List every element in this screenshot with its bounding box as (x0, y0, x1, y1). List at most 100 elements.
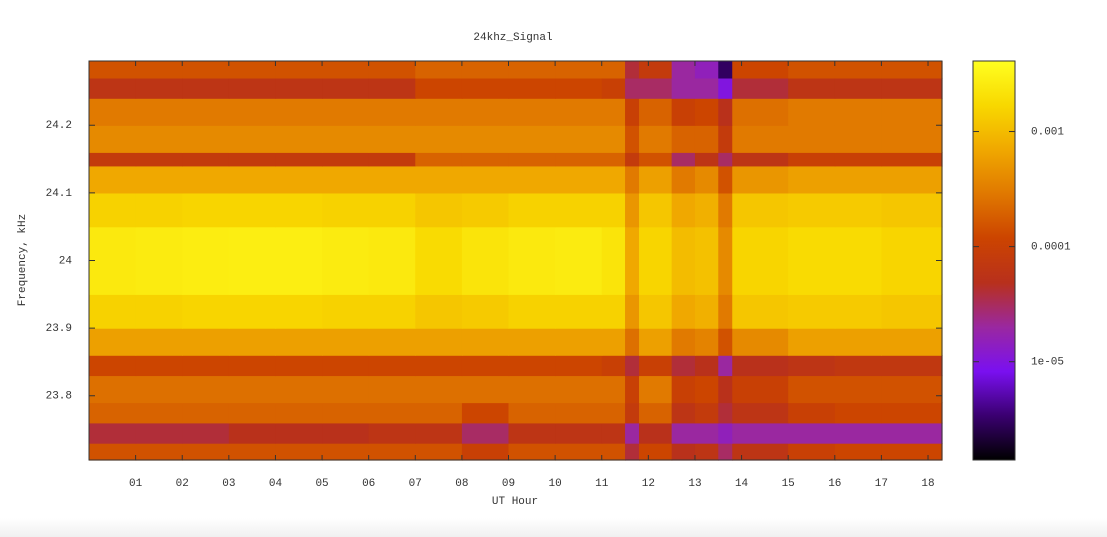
x-tick-label: 02 (176, 478, 189, 490)
heat-cell (275, 294, 323, 329)
x-tick-label: 17 (875, 478, 888, 490)
heat-cell (182, 422, 230, 444)
heat-cell (228, 77, 277, 99)
heat-cell (135, 98, 183, 126)
heat-cell (732, 152, 789, 167)
heat-cell (555, 422, 603, 444)
heat-cell (228, 294, 277, 329)
heat-cell (625, 355, 640, 377)
heat-cell (671, 61, 696, 79)
heat-cell (694, 355, 719, 377)
heat-cell (508, 192, 556, 228)
heatmap (89, 61, 943, 461)
heat-cell (89, 125, 137, 153)
heat-cell (732, 443, 789, 461)
heat-cell (555, 152, 603, 167)
heat-cell (182, 165, 230, 194)
heat-cell (275, 125, 323, 153)
heat-cell (461, 294, 510, 329)
heat-cell (415, 375, 463, 404)
heat-cell (415, 443, 463, 461)
heat-cell (639, 125, 673, 153)
heat-cell (508, 375, 556, 404)
heat-cell (508, 328, 556, 356)
x-tick-label: 07 (409, 478, 422, 490)
heat-cell (718, 192, 733, 228)
heat-cell (718, 77, 733, 99)
heat-cell (718, 125, 733, 153)
heat-cell (788, 294, 836, 329)
heat-cell (135, 375, 183, 404)
heat-cell (788, 152, 836, 167)
x-tick-label: 15 (782, 478, 795, 490)
heat-cell (275, 375, 323, 404)
heat-cell (461, 226, 510, 295)
heat-cell (275, 443, 323, 461)
heat-cell (601, 192, 626, 228)
heat-cell (834, 375, 883, 404)
heat-cell (834, 294, 883, 329)
heat-cell (718, 165, 733, 194)
heat-cell (732, 192, 789, 228)
heat-cell (415, 61, 463, 79)
heat-cell (228, 402, 277, 424)
heat-cell (555, 125, 603, 153)
heat-cell (182, 192, 230, 228)
heat-cell (881, 375, 943, 404)
heat-cell (694, 226, 719, 295)
heat-cell (625, 402, 640, 424)
x-tick-label: 04 (269, 478, 283, 490)
heat-cell (415, 77, 463, 99)
chart-title: 24khz_Signal (473, 32, 552, 44)
heat-cell (881, 294, 943, 329)
heat-cell (601, 125, 626, 153)
heat-cell (639, 328, 673, 356)
heat-cell (881, 61, 943, 79)
heat-cell (732, 77, 789, 99)
heat-cell (555, 375, 603, 404)
heat-cell (182, 61, 230, 79)
heat-cell (732, 294, 789, 329)
y-tick-label: 24.1 (46, 188, 73, 200)
heat-cell (275, 152, 323, 167)
heat-cell (368, 165, 416, 194)
heat-cell (508, 422, 556, 444)
heat-cell (639, 294, 673, 329)
heat-cell (461, 125, 510, 153)
heat-cell (694, 375, 719, 404)
heat-cell (671, 226, 696, 295)
heat-cell (275, 98, 323, 126)
heat-cell (368, 328, 416, 356)
heat-cell (639, 165, 673, 194)
heat-cell (881, 152, 943, 167)
heat-cell (788, 125, 836, 153)
heat-cell (718, 61, 733, 79)
heat-cell (671, 443, 696, 461)
heat-cell (322, 402, 370, 424)
heat-cell (228, 422, 277, 444)
heat-cell (788, 165, 836, 194)
heat-cell (732, 375, 789, 404)
heat-cell (788, 422, 836, 444)
y-axis-label: Frequency, kHz (17, 214, 29, 306)
heat-cell (694, 98, 719, 126)
heat-cell (881, 443, 943, 461)
heat-cell (555, 226, 603, 295)
heat-cell (788, 375, 836, 404)
heat-cell (718, 328, 733, 356)
heat-cell (368, 77, 416, 99)
footer-strip (0, 518, 1107, 537)
heat-cell (322, 98, 370, 126)
heat-cell (601, 77, 626, 99)
heat-cell (415, 192, 463, 228)
heat-cell (788, 443, 836, 461)
heat-cell (89, 294, 137, 329)
heat-cell (732, 98, 789, 126)
heat-cell (732, 355, 789, 377)
heat-cell (228, 152, 277, 167)
heat-cell (182, 98, 230, 126)
heat-cell (881, 226, 943, 295)
heat-cell (639, 422, 673, 444)
heat-cell (415, 328, 463, 356)
